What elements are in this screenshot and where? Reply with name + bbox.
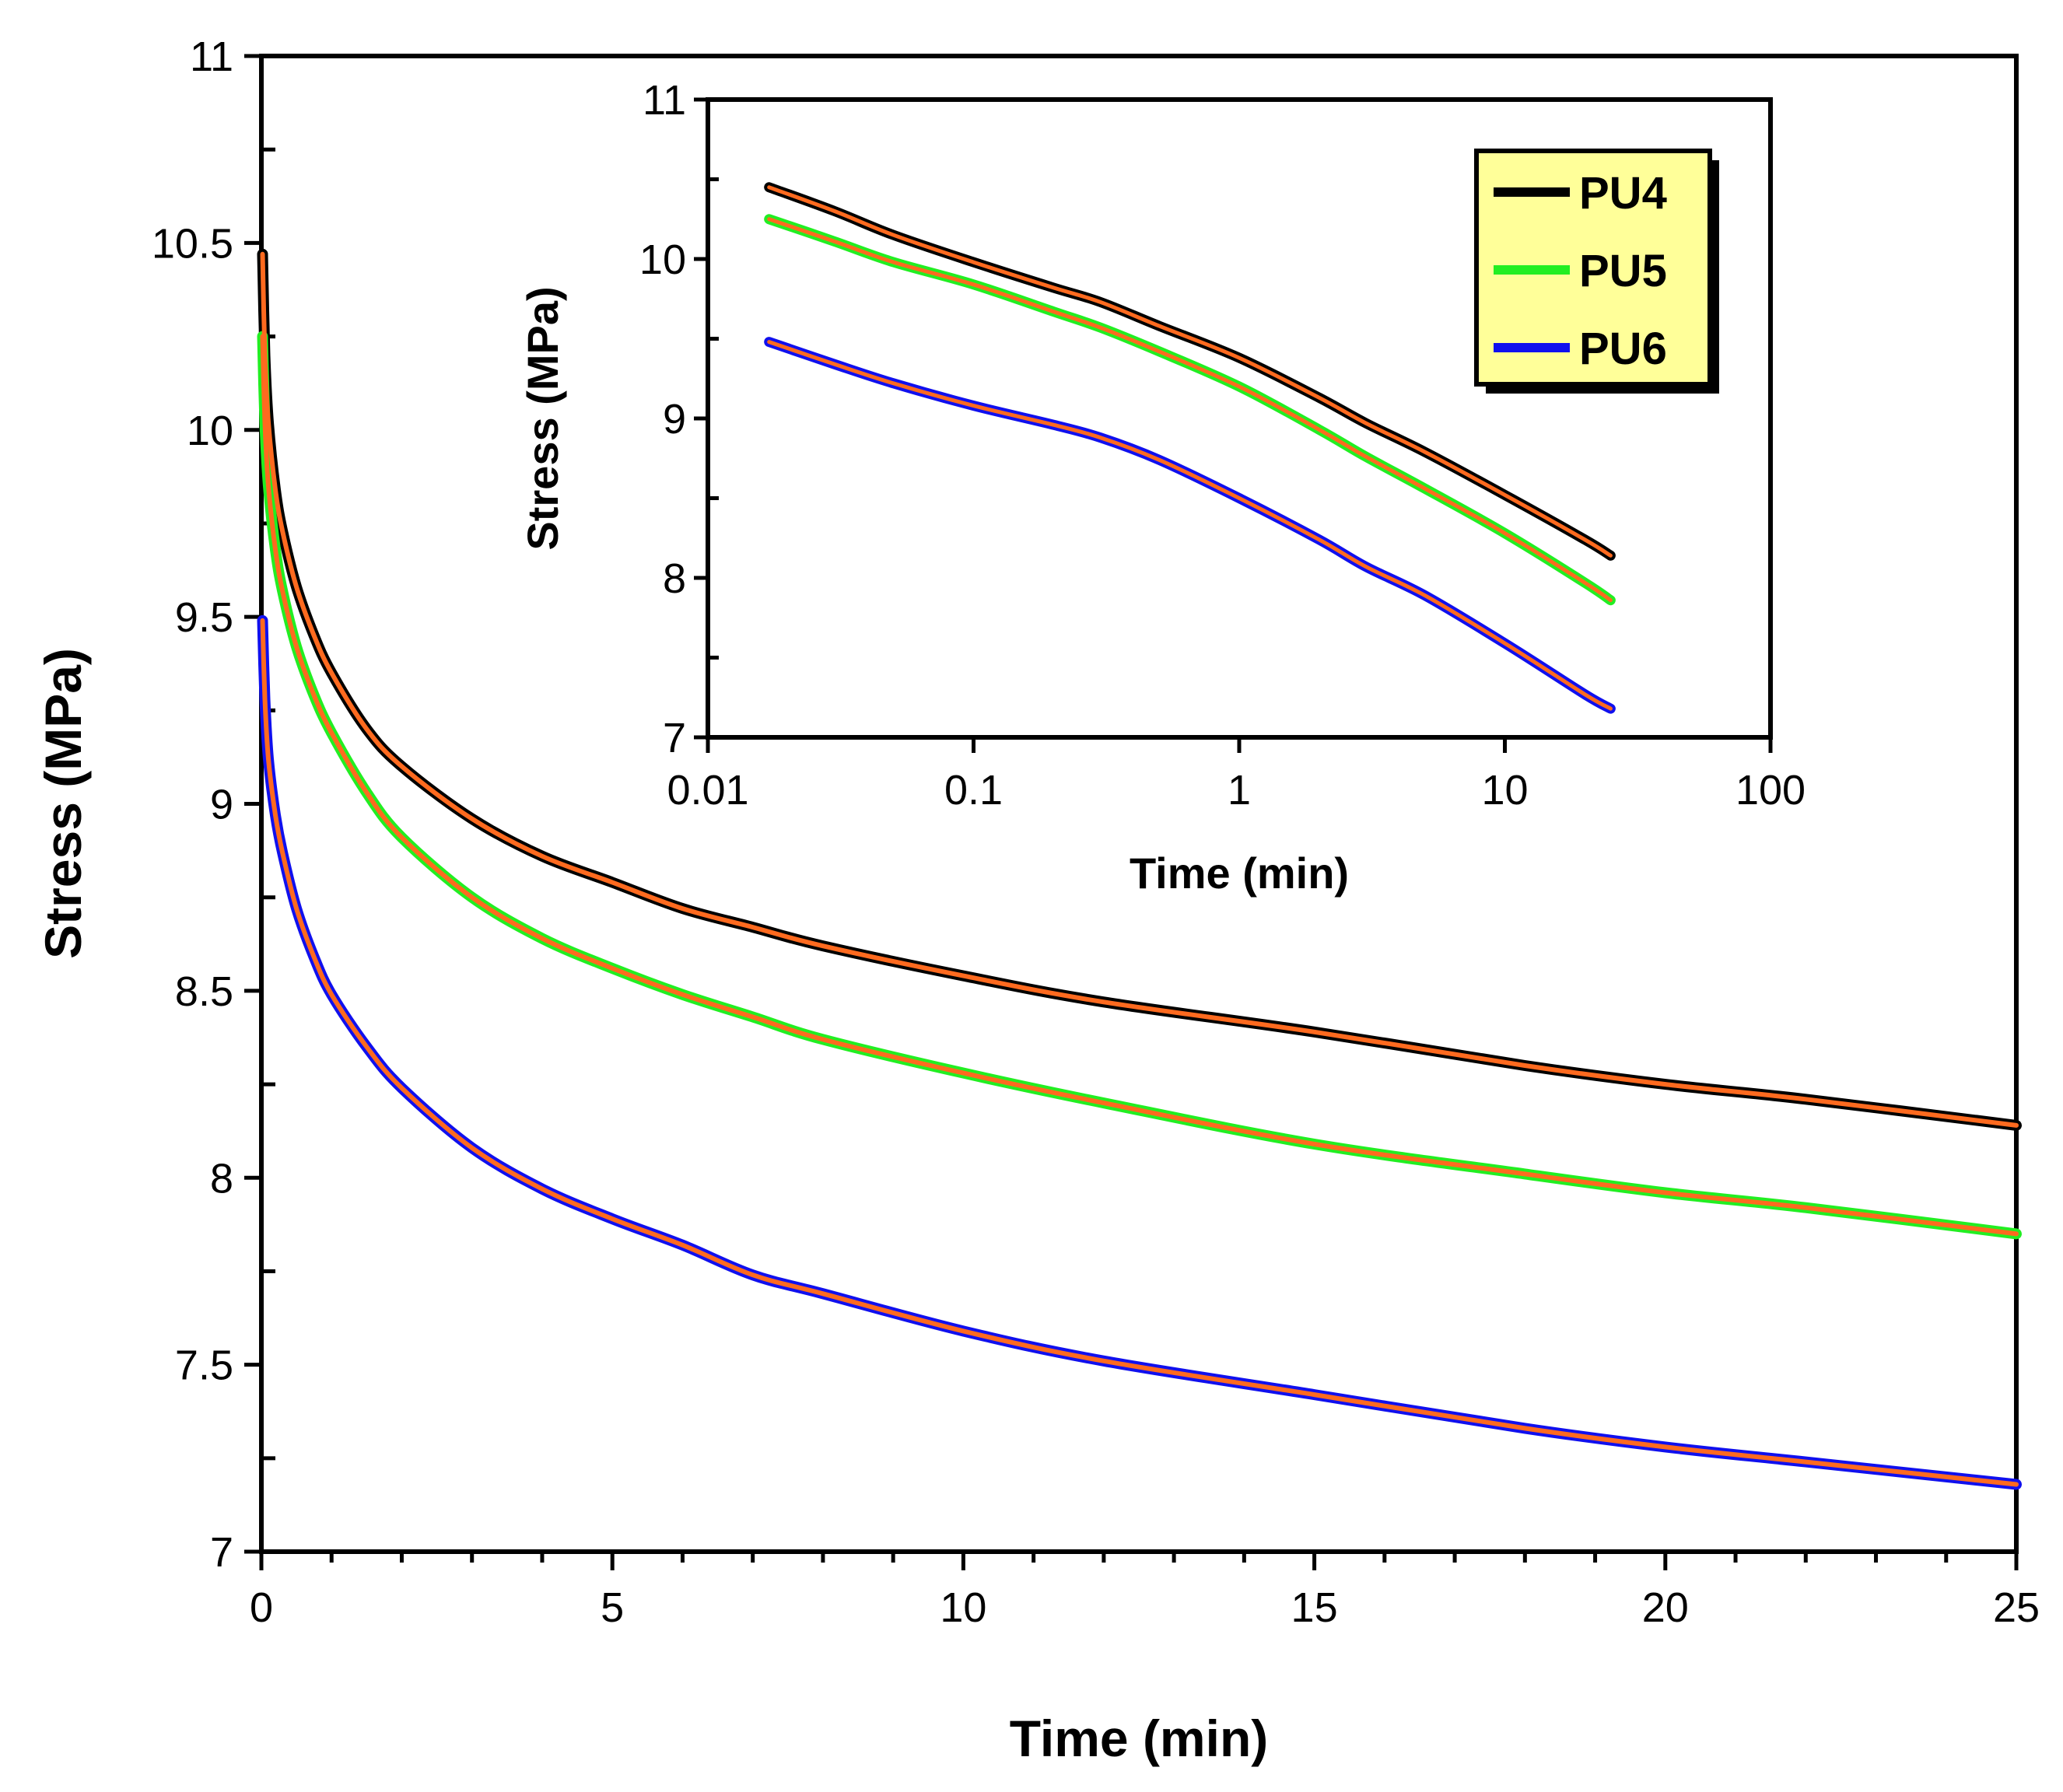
main-series-pu5-fit [260,334,2019,1237]
inset-legend: PU4 PU5 PU6 [1474,149,1719,394]
inset-series-pu5-fit [767,217,1613,603]
main-y-tick-label: 8.5 [175,968,233,1015]
inset-series-group [764,182,1616,714]
inset-y-tick-label: 10 [639,236,686,283]
inset-ticks [694,97,1773,753]
inset-y-tick-label: 7 [663,715,686,761]
inset-series-pu6-fit [767,340,1613,711]
main-x-tick-label: 15 [1291,1584,1338,1631]
inset-y-tick-label: 11 [643,77,686,124]
main-y-tick-label: 10 [187,408,233,454]
inset-x-axis-title: Time (min) [1130,849,1349,898]
main-y-tick-label: 9.5 [175,594,233,641]
inset-tick-labels: 7 8 9 10 11 0.01 0.1 1 10 100 [639,77,1806,814]
main-y-tick-label: 9 [210,782,233,828]
inset-y-axis-title: Stress (MPa) [518,286,567,550]
main-y-tick-label: 10.5 [152,220,233,267]
main-x-tick-label: 5 [601,1584,624,1631]
inset-x-tick-label: 1 [1228,767,1251,814]
inset-plot: 7 8 9 10 11 0.01 0.1 1 10 100 Time (min) Stress (… [518,77,1806,898]
main-x-tick-label: 10 [940,1584,986,1631]
main-series-pu6-fit [260,618,2019,1487]
inset-series-pu4-fit [767,185,1613,558]
inset-x-tick-label: 10 [1481,767,1528,814]
inset-x-tick-label: 0.1 [944,767,1003,814]
inset-y-tick-label: 8 [663,555,686,602]
legend-label-pu6: PU6 [1579,324,1667,374]
main-x-tick-label: 0 [250,1584,273,1631]
inset-y-tick-label: 9 [663,396,686,443]
main-series-pu4-fit [260,251,2019,1128]
legend-label-pu4: PU4 [1579,168,1667,219]
inset-x-tick-label: 100 [1736,767,1806,814]
main-x-tick-label: 20 [1642,1584,1689,1631]
inset-x-tick-label: 0.01 [667,767,748,814]
legend-label-pu5: PU5 [1579,246,1667,296]
main-y-tick-label: 8 [210,1155,233,1202]
main-series-group [257,248,2022,1490]
main-x-axis-title: Time (min) [1010,1710,1268,1767]
main-y-axis-title: Stress (MPa) [34,648,92,959]
main-y-tick-label: 7 [210,1529,233,1576]
main-x-tick-label: 25 [1993,1584,2040,1631]
main-y-tick-label: 11 [190,33,233,80]
main-y-tick-label: 7.5 [175,1342,233,1389]
